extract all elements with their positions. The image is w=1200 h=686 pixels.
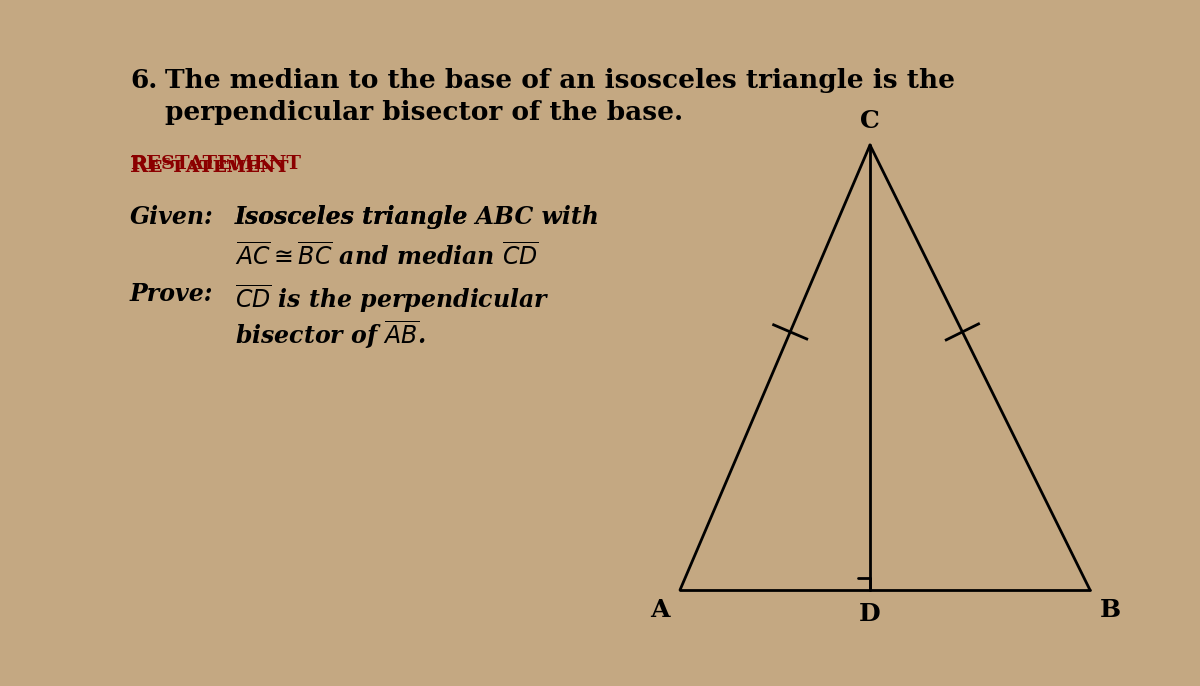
Text: A: A (650, 598, 670, 622)
Text: $\overline{CD}$ is the perpendicular: $\overline{CD}$ is the perpendicular (235, 282, 550, 315)
Text: D: D (859, 602, 881, 626)
Text: Given:: Given: (130, 205, 214, 229)
Text: perpendicular bisector of the base.: perpendicular bisector of the base. (166, 100, 683, 125)
Text: RESTATEMENT: RESTATEMENT (130, 155, 301, 173)
Text: The median to the base of an isosceles triangle is the: The median to the base of an isosceles t… (166, 68, 955, 93)
Text: $\overline{AC} \cong \overline{BC}$ and median $\overline{CD}$: $\overline{AC} \cong \overline{BC}$ and … (235, 242, 539, 270)
Text: 6.: 6. (130, 68, 157, 93)
Text: Isosceles triangle: Isosceles triangle (235, 205, 476, 229)
Text: Isosceles triangle ABC with: Isosceles triangle ABC with (235, 205, 600, 229)
Text: Prove:: Prove: (130, 282, 214, 306)
Text: C: C (860, 109, 880, 133)
Text: B: B (1100, 598, 1121, 622)
Text: Rᴇˢᴛᴀᴛᴇᴍᴇɴᴛ: Rᴇˢᴛᴀᴛᴇᴍᴇɴᴛ (130, 155, 289, 177)
Text: bisector of $\overline{AB}$.: bisector of $\overline{AB}$. (235, 318, 426, 351)
